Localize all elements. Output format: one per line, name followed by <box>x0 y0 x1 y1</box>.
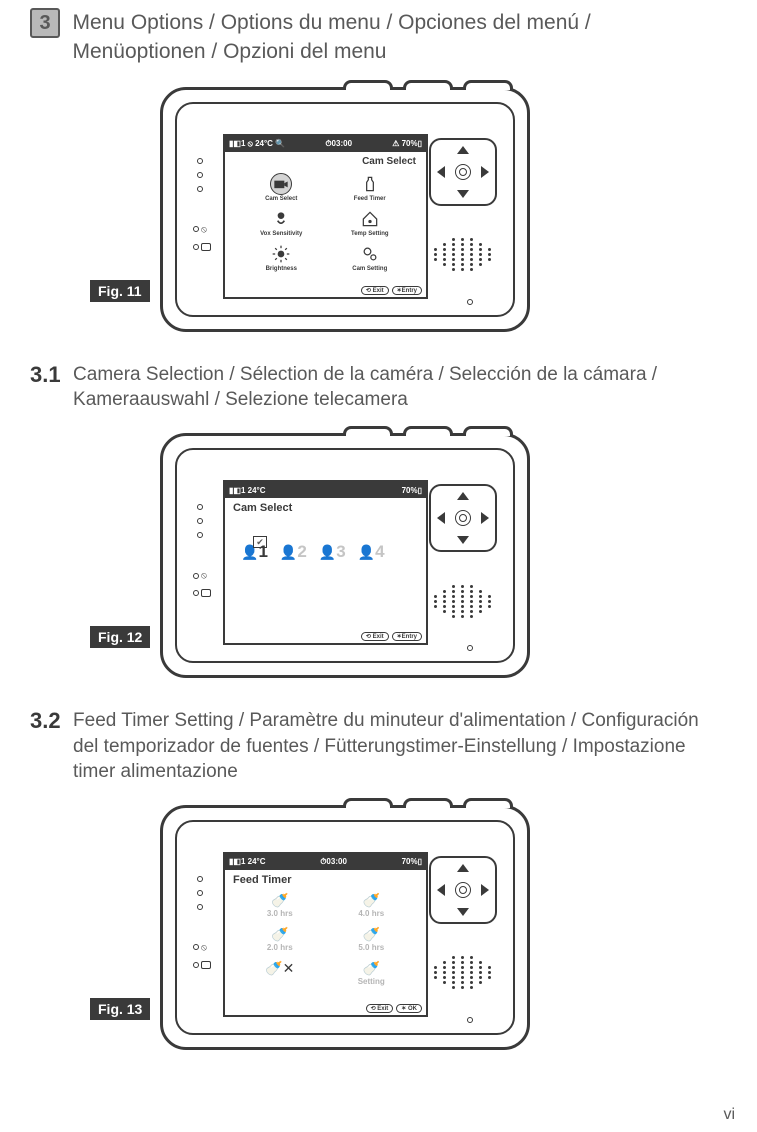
subsection-title: Feed Timer Setting / Paramètre du minute… <box>73 708 713 785</box>
side-icons: ⦸ <box>193 224 211 251</box>
status-bar: ▮◧1 ⦸ 24°C 🔍 ⏱03:00 ⚠ 70%▯ <box>225 136 426 152</box>
gears-icon <box>360 244 380 264</box>
bottle-icon <box>360 174 380 194</box>
exit-button[interactable]: ⟲ Exit <box>361 286 389 295</box>
subsection-3-1: 3.1 Camera Selection / Sélection de la c… <box>30 362 727 413</box>
section-header: 3 Menu Options / Options du menu / Opcio… <box>30 8 727 67</box>
footer-buttons: ⟲ Exit ✶Entry <box>361 286 422 295</box>
figure-label: Fig. 12 <box>90 626 150 648</box>
timer-4hrs[interactable]: 🍼4.0 hrs <box>341 892 403 918</box>
menu-label: Brightness <box>266 266 297 272</box>
ok-button[interactable]: ✶ OK <box>396 1004 422 1013</box>
camera-2[interactable]: 👤2 <box>280 542 307 562</box>
menu-grid: Cam Select Feed Timer Vox Sensitivity <box>229 167 422 272</box>
screen-title: Feed Timer <box>229 874 422 886</box>
status-left: ▮◧1 24°C <box>229 486 266 495</box>
dpad[interactable] <box>435 144 491 200</box>
entry-button[interactable]: ✶Entry <box>392 286 422 295</box>
house-icon <box>360 209 380 229</box>
monitor-device: ⦸ ▮◧1 24°C 70%▯ Cam Select ✔ 👤1 👤2 👤3 👤4 <box>160 433 530 678</box>
screen-title: Cam Select <box>229 502 422 514</box>
speaker-grille <box>431 942 493 1004</box>
status-mid: ⏱03:00 <box>320 857 347 867</box>
status-left: ▮◧1 24°C <box>229 857 266 866</box>
camera-icon <box>271 174 291 194</box>
status-right: 70%▯ <box>402 857 422 866</box>
section-title: Menu Options / Options du menu / Opcione… <box>72 8 712 67</box>
top-tab <box>403 80 453 90</box>
menu-label: Vox Sensitivity <box>260 231 302 237</box>
side-buttons <box>197 158 203 192</box>
speaker-grille <box>431 570 493 632</box>
timer-3hrs[interactable]: 🍼3.0 hrs <box>249 892 311 918</box>
status-mid: ⏱03:00 <box>325 139 352 149</box>
monitor-device: ⦸ ▮◧1 ⦸ 24°C 🔍 ⏱03:00 ⚠ 70%▯ Cam Select … <box>160 87 530 332</box>
menu-label: Cam Select <box>265 196 297 202</box>
subsection-number: 3.2 <box>30 708 61 734</box>
subsection-title: Camera Selection / Sélection de la camér… <box>73 362 713 413</box>
menu-temp[interactable]: Temp Setting <box>336 208 405 237</box>
timer-off[interactable]: 🍼✕ <box>249 960 311 986</box>
figure-label: Fig. 13 <box>90 998 150 1020</box>
screen-title: Cam Select <box>229 156 422 167</box>
screen: ▮◧1 ⦸ 24°C 🔍 ⏱03:00 ⚠ 70%▯ Cam Select Ca… <box>223 134 428 299</box>
camera-3[interactable]: 👤3 <box>319 542 346 562</box>
timer-5hrs[interactable]: 🍼5.0 hrs <box>341 926 403 952</box>
menu-label: Cam Setting <box>352 266 387 272</box>
subsection-number: 3.1 <box>30 362 61 388</box>
sun-icon <box>271 244 291 264</box>
timer-2hrs[interactable]: 🍼2.0 hrs <box>249 926 311 952</box>
dpad[interactable] <box>435 490 491 546</box>
device-inner: ⦸ ▮◧1 ⦸ 24°C 🔍 ⏱03:00 ⚠ 70%▯ Cam Select … <box>175 102 515 317</box>
dpad[interactable] <box>435 862 491 918</box>
section-badge: 3 <box>30 8 60 38</box>
check-icon: ✔ <box>253 536 267 548</box>
figure-12: Fig. 12 ⦸ ▮◧1 24°C 70%▯ Cam Select ✔ 👤1 <box>160 433 727 678</box>
camera-4[interactable]: 👤4 <box>358 542 385 562</box>
menu-label: Feed Timer <box>354 196 386 202</box>
timer-setting[interactable]: 🍼Setting <box>341 960 403 986</box>
bottom-dot <box>467 299 473 305</box>
menu-feed-timer[interactable]: Feed Timer <box>336 173 405 202</box>
figure-13: Fig. 13 ⦸ ▮◧1 24°C ⏱03:00 70%▯ Feed Time… <box>160 805 727 1050</box>
status-left: ▮◧1 ⦸ 24°C 🔍 <box>229 139 285 149</box>
timer-grid: 🍼3.0 hrs 🍼4.0 hrs 🍼2.0 hrs 🍼5.0 hrs 🍼✕ 🍼… <box>229 886 422 986</box>
entry-button[interactable]: ✶Entry <box>392 632 422 641</box>
menu-cam-select[interactable]: Cam Select <box>247 173 316 202</box>
exit-button[interactable]: ⟲ Exit <box>366 1004 394 1013</box>
subsection-3-2: 3.2 Feed Timer Setting / Paramètre du mi… <box>30 708 727 785</box>
top-tab <box>343 80 393 90</box>
status-right: ⚠ 70%▯ <box>392 139 422 148</box>
status-right: 70%▯ <box>402 486 422 495</box>
exit-button[interactable]: ⟲ Exit <box>361 632 389 641</box>
menu-cam-setting[interactable]: Cam Setting <box>336 243 405 272</box>
baby-icon <box>271 209 291 229</box>
page-number: vi <box>723 1106 735 1124</box>
figure-label: Fig. 11 <box>90 280 150 302</box>
menu-label: Temp Setting <box>351 231 389 237</box>
speaker-grille <box>431 224 493 286</box>
menu-brightness[interactable]: Brightness <box>247 243 316 272</box>
menu-vox[interactable]: Vox Sensitivity <box>247 208 316 237</box>
monitor-device: ⦸ ▮◧1 24°C ⏱03:00 70%▯ Feed Timer 🍼3.0 h… <box>160 805 530 1050</box>
figure-11: Fig. 11 ⦸ ▮◧1 ⦸ 24°C 🔍 ⏱03:00 ⚠ 70%▯ Cam… <box>160 87 727 332</box>
top-tab <box>463 80 513 90</box>
